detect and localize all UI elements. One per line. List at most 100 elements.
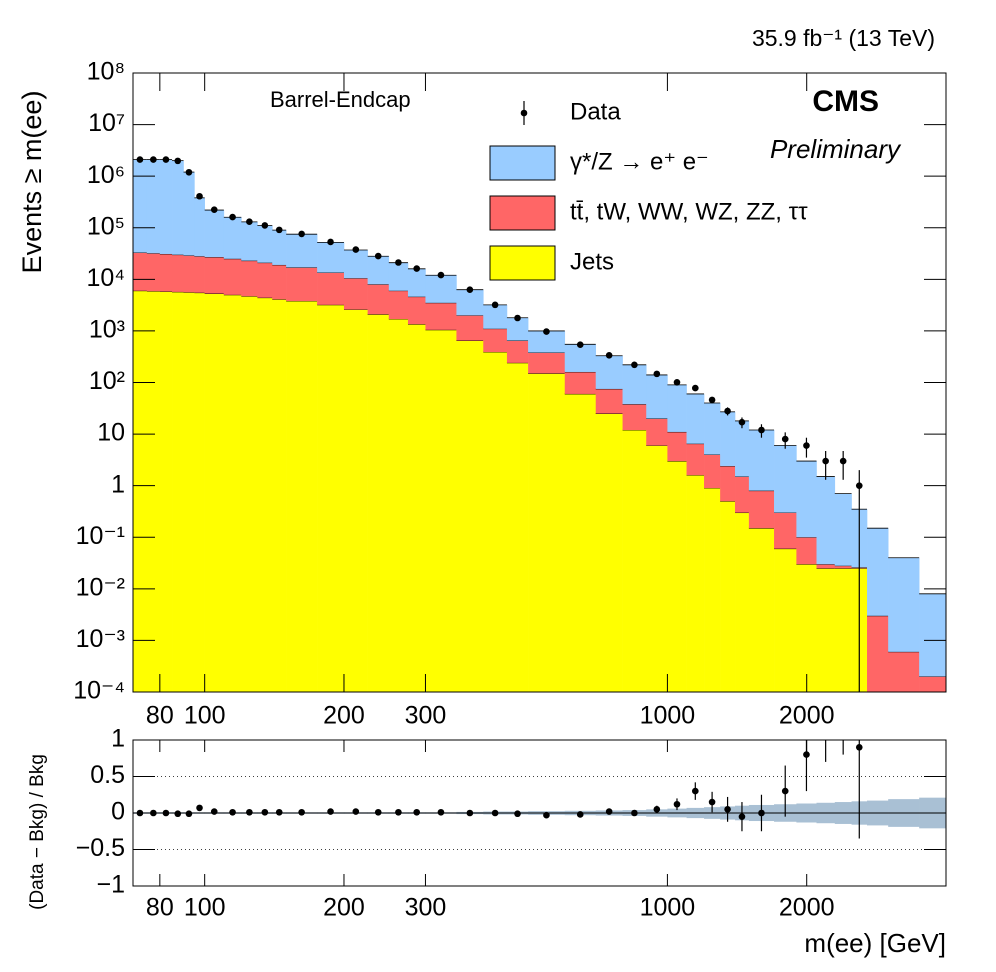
histogram-bar [528,330,566,353]
y-tick-label: 10² [89,367,125,395]
histogram-bar [223,217,242,259]
y-tick-label: 10 [97,419,125,447]
x-tick-label: 100 [184,894,226,922]
data-point [162,156,170,163]
data-point [150,156,157,163]
histogram-bar [317,242,345,273]
legend-marker [520,109,528,117]
histogram-bar [343,250,368,279]
data-point [261,222,269,229]
histogram-bar [667,461,687,692]
histogram-bar [367,314,390,692]
data-point [229,213,236,221]
data-point [576,341,584,349]
ratio-point [781,787,789,795]
data-point [395,259,402,266]
ratio-point [758,809,765,817]
y-tick-label: 10⁻² [76,573,125,601]
data-point [196,192,203,200]
status-label: Preliminary [770,134,902,164]
histogram-bar [564,371,597,394]
y-tick-label: 10⁸ [87,58,125,86]
histogram-bar [483,328,508,353]
ratio-point [673,800,681,808]
x-tick-label: 80 [146,702,174,730]
x-tick-label: 1000 [640,894,696,922]
x-tick-label: 80 [146,894,174,922]
histogram-bar [720,411,736,467]
ratio-point [855,744,863,751]
data-point [327,238,334,246]
data-point [185,168,193,176]
histogram-bar [317,272,345,305]
ratio-point [298,808,305,816]
histogram-bar [646,418,668,446]
ratio-point [327,808,334,815]
upper-plot-area [133,156,946,692]
histogram-bar [133,290,148,692]
y-tick-label: 0.5 [90,761,125,789]
histogram-bar [456,315,484,341]
histogram-bar [834,493,852,566]
y-tick-label: 1 [111,725,125,753]
histogram-bar [564,344,597,372]
histogram-bar [483,304,508,329]
histogram-bar [595,388,623,414]
data-point [210,206,218,213]
x-tick-label: 100 [184,702,226,730]
y-tick-label: 10⁶ [87,161,125,189]
histogram-bar [241,260,258,297]
data-point [543,328,550,335]
histogram-bar [407,296,426,325]
legend-label: Data [570,98,621,125]
histogram-bar [796,461,817,538]
histogram-bar [774,445,797,513]
x-axis-label: m(ee) [GeV] [804,928,946,958]
y-tick-label: 10⁻⁴ [73,677,125,705]
x-tick-label: 300 [405,894,447,922]
ratio-point [196,804,203,812]
histogram-bar [748,490,775,529]
legend-label: γ*/Z → e⁺ e⁻ [570,148,709,175]
histogram-bar [146,291,161,692]
ratio-y-axis-label: (Data − Bkg) / Bkg [27,754,48,910]
ratio-point [210,808,218,815]
histogram-bar [667,384,687,432]
ratio-point [576,811,584,818]
histogram-bar [223,294,242,692]
data-point [437,271,445,279]
data-point [708,396,716,404]
data-point [374,252,382,260]
histogram-bar [720,501,736,692]
ratio-point [185,810,193,818]
data-point [781,435,789,443]
histogram-bar [194,256,205,293]
y-tick-label: 10⁵ [87,212,125,240]
data-point [631,361,638,369]
histogram-bar [317,304,345,692]
y-tick-label: 1 [111,470,125,498]
y-tick-label: 10⁻³ [76,625,125,653]
ratio-point [261,808,269,816]
ratio-point [724,806,731,813]
histogram-bar [735,476,750,513]
histogram-bar [159,291,173,692]
histogram-bar [796,564,817,692]
data-point [692,384,699,392]
ratio-point [162,809,170,817]
data-point [839,457,847,465]
histogram-bar [622,429,647,692]
histogram-bar [867,615,889,692]
data-point [653,370,661,378]
data-point [352,246,360,253]
histogram-bar [367,256,390,285]
histogram-bar [183,292,195,692]
histogram-bar [506,317,529,341]
ratio-point [437,808,445,816]
histogram-bar [388,290,409,320]
ratio-frame [132,739,947,887]
ratio-point [491,809,499,817]
data-point [605,351,613,359]
ratio-point [738,813,746,820]
histogram-bar [686,393,705,444]
